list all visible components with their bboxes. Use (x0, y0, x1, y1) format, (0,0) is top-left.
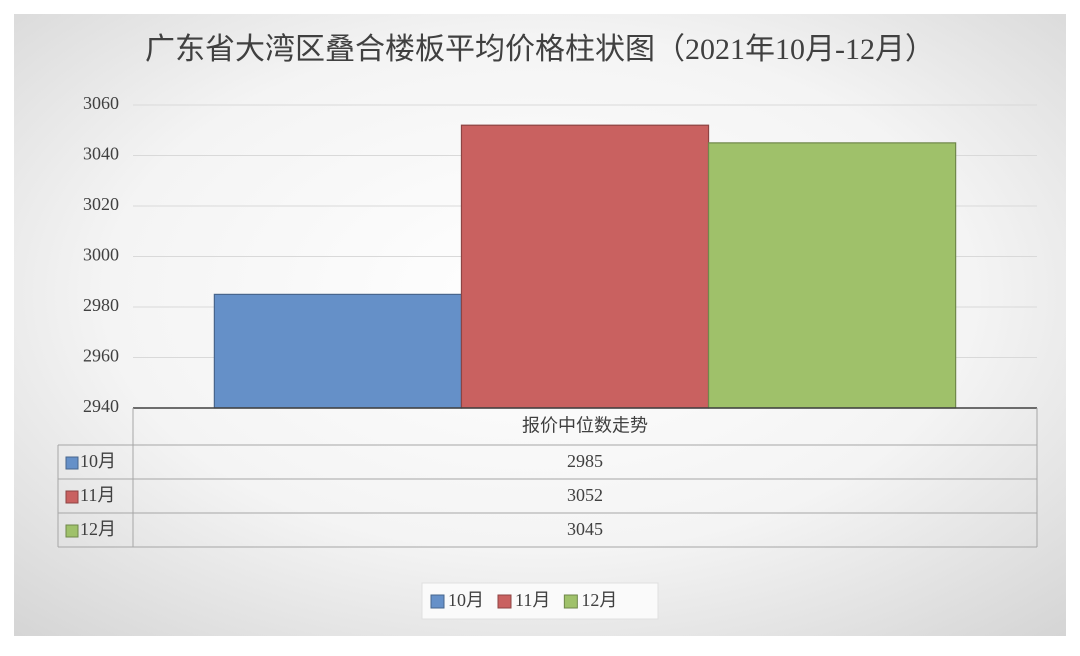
legend-key (430, 594, 445, 609)
bar (707, 142, 957, 409)
legend-box (421, 582, 659, 620)
table-value: 3045 (567, 519, 603, 539)
table-legend-key (65, 456, 79, 470)
y-tick-label: 3040 (83, 144, 119, 164)
y-tick-label: 2980 (83, 295, 119, 315)
table-row-label: 11月 (80, 485, 115, 505)
bar (213, 293, 463, 409)
table-row-label: 12月 (80, 519, 116, 539)
y-tick-label: 3060 (83, 93, 119, 113)
table-legend-key (65, 490, 79, 504)
chart-title: 广东省大湾区叠合楼板平均价格柱状图（2021年10月-12月） (145, 33, 935, 66)
legend-key (563, 594, 578, 609)
table-value: 2985 (567, 451, 603, 471)
table-legend-key (65, 524, 79, 538)
y-tick-label: 2940 (83, 396, 119, 416)
legend-key (497, 594, 512, 609)
table-row-label: 10月 (80, 451, 116, 471)
legend-label: 12月 (581, 590, 617, 610)
table-value: 3052 (567, 485, 603, 505)
table-header: 报价中位数走势 (522, 416, 648, 436)
bar (460, 124, 710, 409)
y-tick-label: 3020 (83, 194, 119, 214)
legend-label: 10月 (448, 590, 484, 610)
y-tick-label: 2960 (83, 346, 119, 366)
y-tick-label: 3000 (83, 245, 119, 265)
legend-label: 11月 (515, 590, 550, 610)
